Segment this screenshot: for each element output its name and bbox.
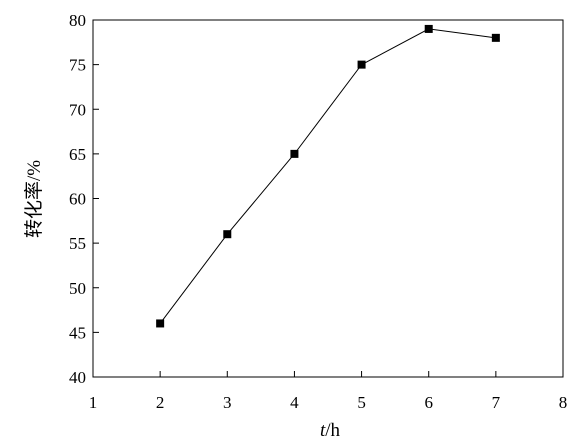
- x-axis-title: t/h: [320, 420, 341, 441]
- y-tick-label: 50: [69, 279, 86, 298]
- y-tick-label: 55: [69, 234, 86, 253]
- x-tick-label: 7: [492, 393, 501, 412]
- series-line: [159, 28, 496, 324]
- x-tick-label: 3: [223, 393, 232, 412]
- x-tick-label: 5: [357, 393, 366, 412]
- y-tick-label: 75: [69, 56, 86, 75]
- data-point-marker: [357, 60, 366, 69]
- y-tick-label: 65: [69, 145, 86, 164]
- data-point-marker: [424, 24, 433, 33]
- series-layer: [156, 24, 500, 328]
- x-tick-label: 6: [424, 393, 433, 412]
- data-point-marker: [290, 149, 299, 158]
- x-tick-label: 8: [559, 393, 568, 412]
- y-axis-ticks: 40 45 50 55 60 65 70 75 80: [69, 11, 99, 387]
- x-tick-label: 2: [156, 393, 165, 412]
- x-tick-label: 1: [89, 393, 98, 412]
- y-tick-label: 45: [69, 323, 86, 342]
- x-tick-label: 4: [290, 393, 299, 412]
- y-tick-label: 60: [69, 190, 86, 209]
- y-tick-label: 70: [69, 100, 86, 119]
- y-axis-title: 转化率/%: [23, 160, 45, 238]
- data-point-marker: [491, 33, 500, 42]
- data-point-marker: [156, 319, 165, 328]
- data-point-marker: [223, 230, 232, 239]
- y-tick-label: 80: [69, 11, 86, 30]
- y-tick-label: 40: [69, 368, 86, 387]
- x-axis-ticks: 1 2 3 4 5 6 7 8: [89, 371, 568, 412]
